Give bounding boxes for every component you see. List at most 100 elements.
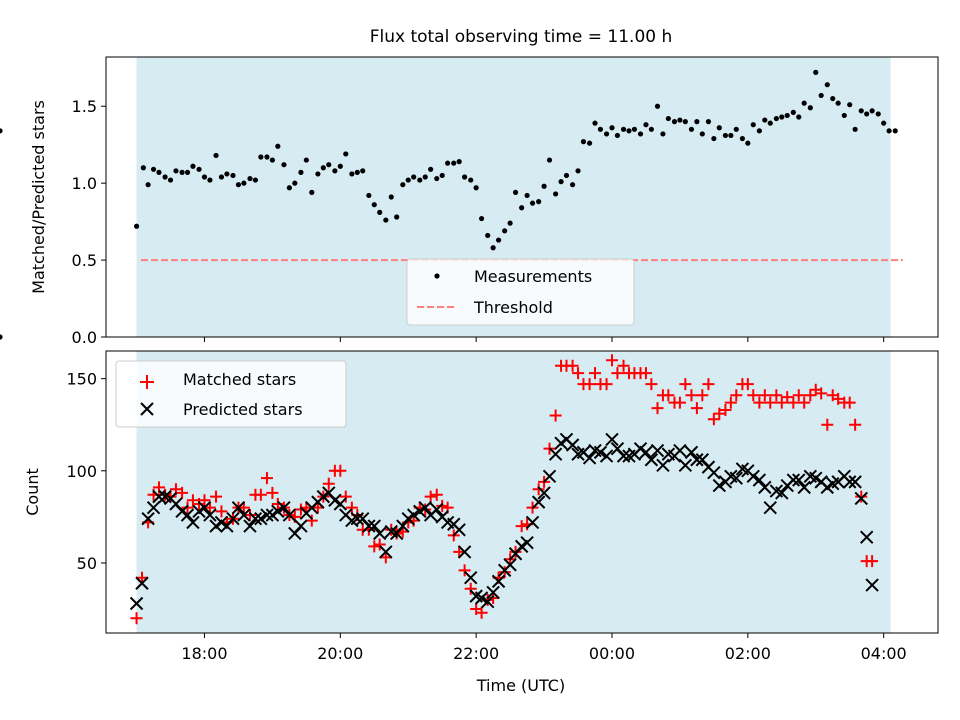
measurement-point (541, 183, 547, 189)
measurement-point (728, 132, 734, 139)
matched-star-point (135, 571, 148, 584)
matched-star-point (210, 490, 223, 503)
measurement-point (252, 177, 259, 183)
predicted-star-point (503, 558, 517, 572)
top-ylabel: Matched/Predicted stars (29, 100, 48, 294)
measurement-point (536, 199, 542, 205)
measurement-point (796, 114, 802, 120)
measurement-point (807, 105, 813, 111)
measurement-point (434, 175, 440, 182)
predicted-star-point (203, 508, 217, 522)
measurement-point (609, 125, 615, 131)
measurement-point (553, 191, 559, 197)
predicted-star-point (146, 500, 161, 515)
predicted-star-point (464, 570, 478, 585)
measurement-point (892, 128, 898, 134)
matched-star-point (775, 396, 788, 409)
measurement-point (779, 114, 785, 120)
measurement-point (451, 160, 457, 166)
measurement-point (377, 209, 383, 215)
predicted-star-point (418, 500, 432, 515)
measurement-point (841, 112, 847, 119)
matched-star-point (373, 538, 386, 551)
matched-star-point (186, 494, 199, 507)
predicted-star-point (531, 495, 546, 509)
top-ytick-label: 0.5 (72, 251, 97, 270)
predicted-star-point (616, 449, 631, 463)
measurement-point (677, 117, 683, 123)
bottom-axes-frame (105, 350, 939, 634)
matched-star-point (702, 378, 715, 391)
predicted-star-point (282, 508, 297, 522)
matched-star-point (753, 396, 766, 409)
matched-star-point (849, 418, 862, 431)
measurement-point (422, 174, 428, 180)
measurement-point (207, 177, 213, 183)
matched-star-point (645, 378, 658, 391)
matched-star-point (515, 520, 528, 533)
measurement-point (292, 180, 298, 186)
measurement-point (716, 125, 722, 131)
predicted-star-point (406, 508, 421, 522)
measurement-point (264, 154, 270, 160)
measurement-point (150, 166, 157, 172)
measurement-point (592, 120, 598, 126)
predicted-star-point (260, 508, 274, 522)
bottom-ytick-label: 150 (66, 370, 97, 389)
predicted-star-point (294, 519, 308, 533)
matched-star-point (436, 499, 449, 512)
measurement-point (864, 111, 870, 117)
predicted-star-point (650, 443, 665, 458)
predicted-star-point (474, 591, 489, 605)
predicted-star-point (673, 443, 687, 458)
measurement-point (762, 117, 768, 123)
predicted-star-point (197, 500, 212, 515)
measurement-point (173, 168, 179, 174)
matched-star-point (294, 503, 307, 516)
predicted-star-point (678, 458, 693, 472)
predicted-star-point (237, 508, 251, 522)
top-panel: 0.0 0.5 1.0 1.5 Matched/Predicted stars Mea… (0, 56, 939, 347)
measurement-point (478, 215, 485, 222)
measurement-point (190, 163, 196, 169)
top-axes-frame (105, 56, 939, 338)
predicted-star-point (842, 475, 857, 489)
measurement-point (818, 92, 824, 99)
measurement-point (575, 168, 581, 174)
matched-star-point (821, 418, 834, 431)
predicted-star-point (548, 447, 563, 461)
matched-star-point (464, 582, 477, 595)
predicted-star-point (243, 519, 257, 533)
predicted-star-point (656, 458, 670, 472)
measurement-point (309, 189, 315, 195)
matched-star-point (453, 545, 466, 558)
measurement-point (790, 109, 796, 115)
measurement-point (258, 154, 264, 160)
predicted-star-point (854, 491, 868, 506)
measurement-point (286, 185, 292, 191)
measurement-point (439, 172, 445, 179)
measurement-point (140, 165, 146, 171)
measurement-point (858, 108, 864, 114)
matched-star-point (458, 564, 471, 577)
predicted-star-point (129, 596, 144, 611)
measurement-point (230, 172, 236, 179)
measurement-point (0, 334, 3, 340)
predicted-star-point (277, 500, 291, 515)
predicted-star-point (333, 497, 348, 511)
predicted-star-point (362, 519, 376, 533)
measurement-point (343, 151, 349, 157)
measurement-point (546, 157, 553, 163)
matched-star-point (181, 501, 194, 514)
matched-star-point (832, 392, 845, 405)
matched-star-point (611, 367, 624, 380)
measurement-point (133, 223, 140, 229)
predicted-star-point (396, 519, 410, 533)
predicted-star-point (141, 512, 155, 526)
predicted-star-point (775, 486, 789, 500)
bottom-ylabel: Count (23, 468, 42, 516)
bottom-ytick-label: 50 (77, 554, 97, 573)
matched-star-point (713, 407, 726, 420)
legend-predicted-label: Predicted stars (183, 400, 303, 419)
